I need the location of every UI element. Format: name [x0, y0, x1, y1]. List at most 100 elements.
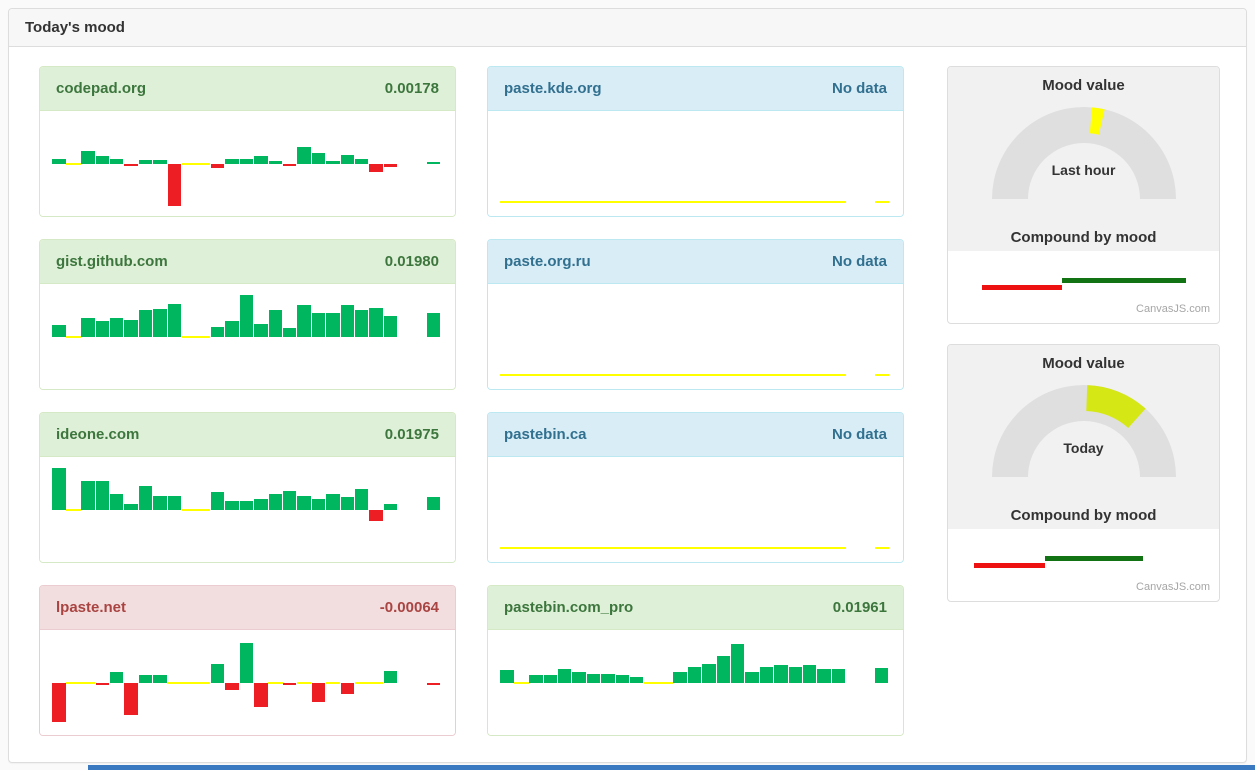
site-panel-paste-org-ru: paste.org.ru No data — [487, 239, 904, 390]
site-mood-chart[interactable] — [40, 284, 455, 389]
chart-bar-slot — [153, 111, 167, 216]
chart-bar-slot — [311, 457, 326, 562]
chart-bar-positive — [239, 642, 254, 683]
site-mood-chart[interactable] — [488, 630, 903, 735]
site-mood-chart[interactable] — [488, 111, 903, 216]
chart-bar-slot — [426, 284, 441, 389]
chart-bar-slot — [95, 630, 110, 735]
chart-bar-slot — [282, 284, 297, 389]
chart-bar-positive — [52, 159, 66, 164]
chart-zero-slot — [296, 630, 312, 735]
canvasjs-watermark-link[interactable]: CanvasJS.com — [1136, 581, 1210, 593]
chart-empty-slot — [860, 284, 874, 389]
compound-negative-bar — [974, 563, 1045, 568]
chart-bar-negative — [124, 682, 138, 716]
chart-zero-slot — [615, 111, 630, 216]
compound-by-mood-chart[interactable]: CanvasJS.com — [948, 251, 1219, 321]
site-panel-heading: paste.org.ru No data — [488, 240, 903, 284]
zero-line-tick — [66, 162, 81, 165]
site-mood-value: 0.01961 — [832, 599, 887, 616]
chart-bar-slot — [95, 284, 110, 389]
site-mood-chart[interactable] — [488, 284, 903, 389]
chart-bar-slot — [311, 284, 326, 389]
chart-zero-slot — [716, 284, 731, 389]
mood-gauge-panel-last-hour: Mood value Last hour Compound by mood Ca… — [947, 66, 1220, 324]
chart-bar-positive — [586, 673, 601, 683]
chart-bar-positive — [369, 307, 383, 337]
chart-bar-positive — [774, 664, 788, 683]
chart-bar-positive — [529, 674, 543, 683]
zero-line-tick — [181, 335, 197, 338]
chart-zero-slot — [354, 630, 369, 735]
gauge-arc — [991, 385, 1176, 477]
chart-zero-slot — [658, 284, 673, 389]
zero-line-tick — [80, 681, 96, 684]
chart-bar-slot — [52, 111, 66, 216]
mood-gauge-chart[interactable] — [969, 99, 1199, 201]
chart-bar-slot — [124, 457, 138, 562]
chart-zero-slot — [572, 457, 587, 562]
chart-zero-slot — [514, 111, 529, 216]
site-mood-chart[interactable] — [40, 457, 455, 562]
chart-bar-negative — [282, 163, 297, 166]
chart-bar-slot — [110, 457, 124, 562]
chart-bar-positive — [673, 672, 687, 683]
zero-line-tick — [66, 681, 81, 684]
zero-line-tick — [368, 681, 384, 684]
chart-zero-slot — [629, 111, 645, 216]
chart-bar-positive — [124, 319, 138, 337]
chart-bar-slot — [167, 111, 182, 216]
site-panel-pastebin-ca: pastebin.ca No data — [487, 412, 904, 563]
zero-line-tick — [759, 374, 774, 377]
zero-line-tick — [572, 547, 587, 550]
chart-bar-negative — [225, 682, 239, 690]
chart-bar-positive — [311, 498, 326, 510]
chart-bar-positive — [354, 159, 369, 164]
site-mood-chart[interactable] — [488, 457, 903, 562]
site-panel-ideone-com: ideone.com 0.01975 — [39, 412, 456, 563]
mood-gauge-chart[interactable] — [969, 377, 1199, 479]
left-column: codepad.org 0.00178 gist.github.com 0.01… — [39, 66, 456, 758]
zero-line-tick — [196, 508, 211, 511]
zero-line-tick — [615, 547, 630, 550]
chart-bar-slot — [254, 111, 268, 216]
chart-bar-slot — [268, 111, 282, 216]
compound-by-mood-chart[interactable]: CanvasJS.com — [948, 529, 1219, 599]
chart-bar-slot — [297, 111, 311, 216]
chart-zero-slot — [644, 284, 659, 389]
site-mood-value: No data — [831, 253, 887, 270]
zero-line-tick — [658, 201, 673, 204]
zero-line-tick — [788, 374, 803, 377]
chart-bar-slot — [426, 111, 441, 216]
chart-zero-slot — [629, 284, 645, 389]
site-name: paste.kde.org — [504, 80, 602, 97]
chart-zero-slot — [874, 111, 889, 216]
zero-line-tick — [586, 201, 601, 204]
chart-bar-positive — [81, 150, 95, 164]
zero-line-tick — [629, 201, 645, 204]
chart-bar-slot — [383, 284, 398, 389]
zero-line-tick — [759, 201, 774, 204]
zero-line-tick — [528, 374, 544, 377]
chart-bar-positive — [254, 155, 268, 164]
zero-line-tick — [514, 681, 529, 684]
chart-bar-positive — [167, 495, 182, 510]
chart-empty-slot — [846, 630, 860, 735]
zero-line-tick — [802, 547, 817, 550]
zero-line-tick — [557, 547, 573, 550]
site-name: gist.github.com — [56, 253, 168, 270]
zero-line-tick — [701, 547, 717, 550]
site-mood-chart[interactable] — [40, 630, 455, 735]
zero-line-tick — [514, 374, 529, 377]
chart-bar-slot — [673, 630, 687, 735]
chart-empty-slot — [846, 284, 860, 389]
chart-bar-slot — [630, 630, 644, 735]
site-mood-chart[interactable] — [40, 111, 455, 216]
zero-line-tick — [181, 162, 197, 165]
chart-zero-slot — [586, 457, 601, 562]
chart-bar-slot — [340, 111, 354, 216]
gauge-period-label: Last hour — [1051, 162, 1116, 178]
canvasjs-watermark-link[interactable]: CanvasJS.com — [1136, 303, 1210, 315]
zero-line-tick — [874, 374, 889, 377]
chart-zero-slot — [600, 284, 616, 389]
